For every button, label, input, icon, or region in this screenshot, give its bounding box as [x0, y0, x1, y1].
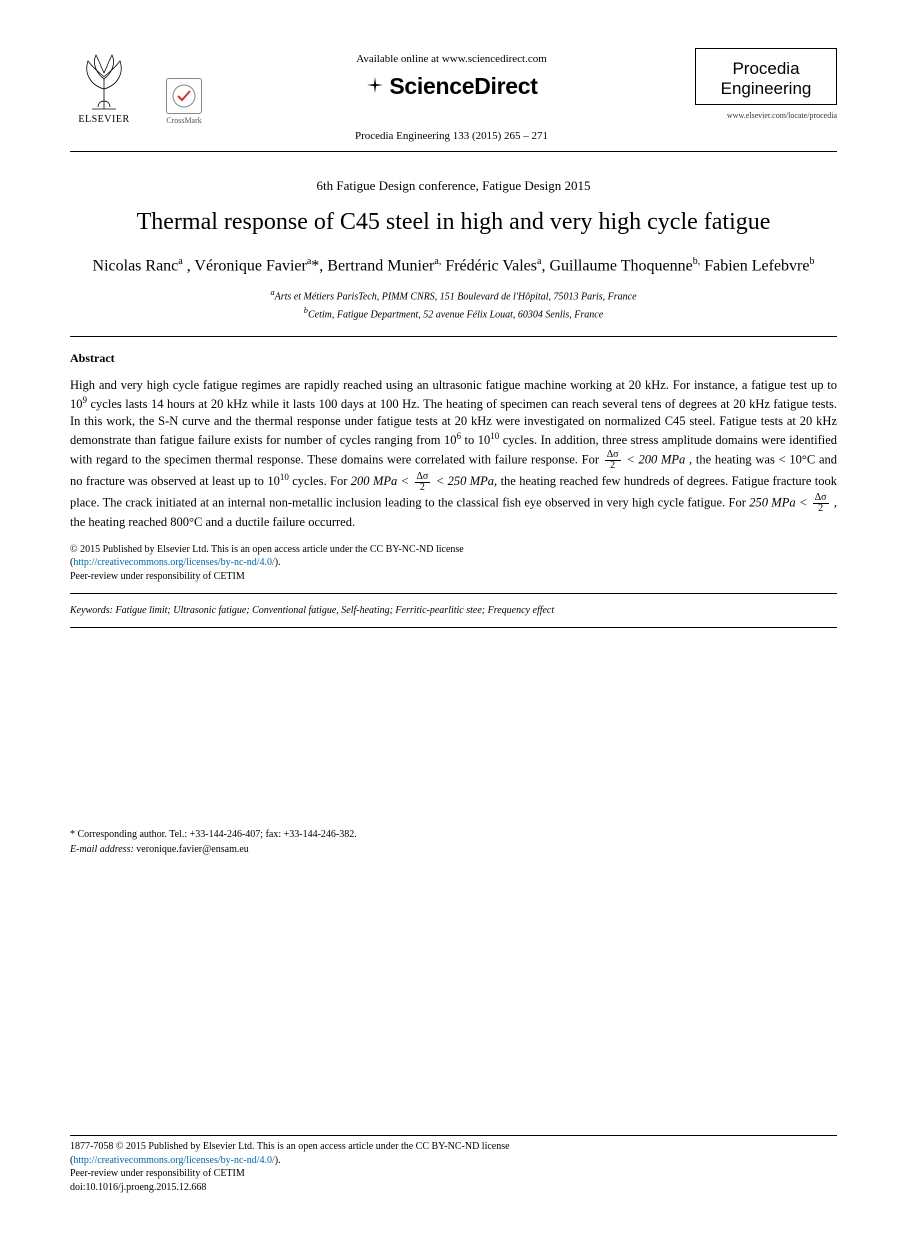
- journal-name-line2: Engineering: [708, 79, 824, 99]
- header-row: ELSEVIER CrossMark Available online at w…: [70, 48, 837, 143]
- crossmark-label: CrossMark: [166, 116, 202, 126]
- affiliation-a: aArts et Métiers ParisTech, PIMM CNRS, 1…: [70, 287, 837, 304]
- locate-url: www.elsevier.com/locate/procedia: [695, 111, 837, 121]
- author-list: Nicolas Ranca , Véronique Faviera*, Bert…: [70, 255, 837, 277]
- corresponding-email-line: E-mail address: veronique.favier@ensam.e…: [70, 843, 837, 858]
- peer-review-line: Peer-review under responsibility of CETI…: [70, 571, 245, 582]
- abstract-rule-top: [70, 336, 837, 337]
- affiliation-b: bCetim, Fatigue Department, 52 avenue Fé…: [70, 305, 837, 322]
- right-journal-box-wrap: Procedia Engineering www.elsevier.com/lo…: [695, 48, 837, 121]
- footer-doi: doi:10.1016/j.proeng.2015.12.668: [70, 1181, 837, 1195]
- fraction-3: Δσ2: [813, 493, 829, 514]
- keywords-rule-top: [70, 593, 837, 594]
- corresponding-author: * Corresponding author. Tel.: +33-144-24…: [70, 828, 837, 857]
- email-label: E-mail address:: [70, 844, 134, 855]
- license-link[interactable]: http://creativecommons.org/licenses/by-n…: [73, 557, 274, 568]
- email-value: veronique.favier@ensam.eu: [134, 844, 249, 855]
- affiliations: aArts et Métiers ParisTech, PIMM CNRS, 1…: [70, 287, 837, 322]
- sciencedirect-logo: ScienceDirect: [208, 72, 695, 103]
- paper-title: Thermal response of C45 steel in high an…: [70, 207, 837, 237]
- fraction-1: Δσ2: [605, 450, 621, 471]
- crossmark-badge[interactable]: CrossMark: [160, 78, 208, 126]
- footer-peer-line: Peer-review under responsibility of CETI…: [70, 1167, 837, 1181]
- keywords-text: Fatigue limit; Ultrasonic fatigue; Conve…: [113, 605, 554, 616]
- journal-name-box: Procedia Engineering: [695, 48, 837, 105]
- sciencedirect-flare-icon: [365, 73, 385, 103]
- footer-rule: [70, 1135, 837, 1136]
- header-rule: [70, 151, 837, 152]
- journal-name-line1: Procedia: [708, 59, 824, 79]
- crossmark-icon: [166, 78, 202, 114]
- copyright-block: © 2015 Published by Elsevier Ltd. This i…: [70, 543, 837, 584]
- copyright-line1: © 2015 Published by Elsevier Ltd. This i…: [70, 544, 464, 555]
- center-header: Available online at www.sciencedirect.co…: [208, 48, 695, 143]
- footer-license-link[interactable]: http://creativecommons.org/licenses/by-n…: [73, 1155, 274, 1166]
- keywords-line: Keywords: Fatigue limit; Ultrasonic fati…: [70, 604, 837, 617]
- elsevier-logo: ELSEVIER: [70, 48, 138, 126]
- abstract-heading: Abstract: [70, 351, 837, 367]
- sciencedirect-text: ScienceDirect: [389, 73, 537, 99]
- available-online-line: Available online at www.sciencedirect.co…: [208, 52, 695, 66]
- abstract-body: High and very high cycle fatigue regimes…: [70, 377, 837, 531]
- journal-citation: Procedia Engineering 133 (2015) 265 – 27…: [208, 129, 695, 143]
- elsevier-tree-icon: [70, 49, 138, 111]
- footer-issn-line: 1877-7058 © 2015 Published by Elsevier L…: [70, 1140, 837, 1154]
- page: ELSEVIER CrossMark Available online at w…: [0, 0, 907, 1238]
- footer-block: 1877-7058 © 2015 Published by Elsevier L…: [70, 1135, 837, 1194]
- elsevier-label: ELSEVIER: [78, 113, 129, 126]
- left-logo-group: ELSEVIER CrossMark: [70, 48, 208, 126]
- conference-line: 6th Fatigue Design conference, Fatigue D…: [70, 178, 837, 195]
- corresponding-line1: * Corresponding author. Tel.: +33-144-24…: [70, 828, 837, 843]
- footer-license-line: (http://creativecommons.org/licenses/by-…: [70, 1154, 837, 1168]
- keywords-label: Keywords:: [70, 605, 113, 616]
- keywords-rule-bottom: [70, 627, 837, 628]
- fraction-2: Δσ2: [415, 472, 431, 493]
